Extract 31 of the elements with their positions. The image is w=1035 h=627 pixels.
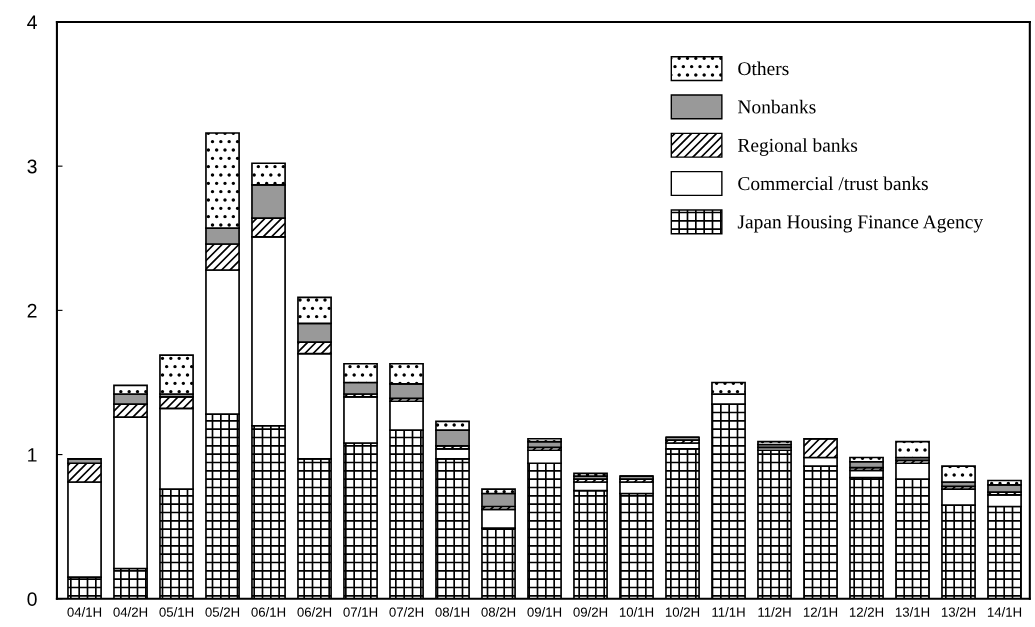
x-tick-label: 13/1H xyxy=(895,607,930,617)
x-tick-label: 11/1H xyxy=(712,607,745,617)
x-tick-label: 05/1H xyxy=(159,607,194,617)
y-tick-label: 3 xyxy=(27,159,37,174)
y-tick-label: 1 xyxy=(28,448,37,462)
x-tick-label: 11/2H xyxy=(758,607,791,617)
x-tick-label: 06/2H xyxy=(297,607,332,617)
y-tick-label: 0 xyxy=(27,592,37,607)
x-tick-label: 10/2H xyxy=(665,607,700,617)
x-tick-label: 08/1H xyxy=(435,607,470,617)
x-tick-label: 07/2H xyxy=(389,607,424,617)
x-tick-label: 14/1H xyxy=(987,607,1022,617)
y-tick-label: 4 xyxy=(27,15,37,29)
x-tick-label: 13/2H xyxy=(941,607,976,617)
legend-label: Commercial /trust banks xyxy=(738,176,928,191)
x-tick-label: 05/2H xyxy=(205,607,240,617)
x-tick-label: 04/1H xyxy=(67,607,102,617)
legend-label: Japan Housing Finance Agency xyxy=(737,215,984,233)
x-tick-label: 08/2H xyxy=(481,607,516,617)
x-tick-label: 12/1H xyxy=(803,607,838,617)
x-tick-label: 07/1H xyxy=(343,607,378,617)
x-tick-label: 12/2H xyxy=(849,607,884,617)
x-tick-label: 10/1H xyxy=(619,607,654,617)
x-tick-label: 06/1H xyxy=(251,607,286,617)
legend-label: Others xyxy=(738,61,789,76)
x-tick-label: 09/2H xyxy=(573,607,608,617)
legend-label: Nonbanks xyxy=(737,99,816,114)
y-tick-label: 2 xyxy=(27,303,37,318)
x-tick-label: 09/1H xyxy=(527,607,562,617)
x-tick-label: 04/2H xyxy=(113,607,148,617)
legend-label: Regional banks xyxy=(737,138,858,156)
